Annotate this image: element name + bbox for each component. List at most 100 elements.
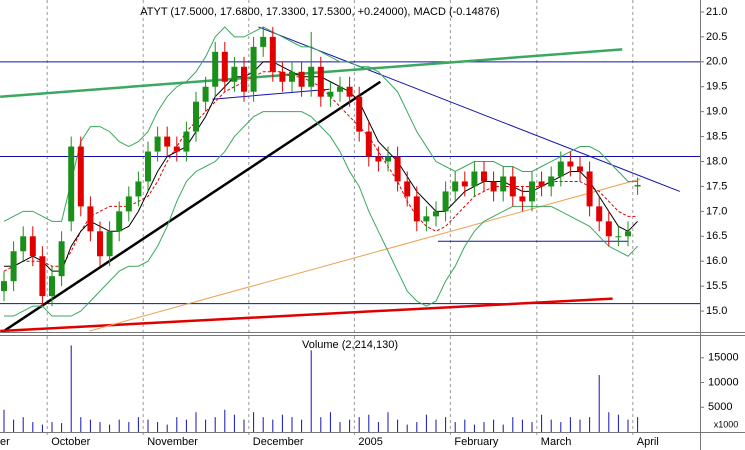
y-tick-label: 19.5 [706, 81, 727, 93]
candle-body [577, 166, 583, 172]
candle-body [433, 211, 439, 217]
candle-body [39, 256, 46, 297]
candle-body [87, 206, 94, 232]
candle-body [471, 171, 478, 187]
trend-line [0, 297, 613, 332]
indicator-line [3, 26, 638, 222]
candle-body [596, 206, 603, 222]
x-tick-label: April [637, 436, 659, 448]
candle-body [183, 131, 190, 152]
y-tick-label: 18.5 [706, 130, 727, 142]
candle-body [327, 91, 334, 97]
chart-title: ATYT (17.5000, 17.6800, 17.3300, 17.5300… [140, 6, 499, 18]
candle-body [538, 181, 545, 187]
candle-body [337, 86, 343, 92]
x-tick-label: December [253, 436, 304, 448]
trend-line [258, 26, 681, 192]
candle-body [365, 131, 372, 157]
y-tick-label: 17.5 [706, 180, 727, 192]
candle-body [77, 146, 84, 207]
candle-body [308, 66, 315, 87]
candle-body [1, 281, 7, 292]
candle-body [202, 86, 209, 102]
x-tick-label: 2005 [358, 436, 382, 448]
candle-body [29, 236, 36, 257]
trend-line [0, 80, 382, 332]
grid [46, 0, 634, 436]
candle-body [356, 96, 363, 132]
candle-body [221, 51, 228, 82]
candle-body [490, 181, 497, 192]
candle-body [289, 71, 295, 82]
x-tick-label: November [147, 436, 198, 448]
candle-body [346, 86, 353, 97]
candle-body [154, 136, 161, 152]
candle-body [164, 136, 171, 147]
candle-body [519, 196, 526, 202]
candle-body [385, 156, 391, 162]
candle-body [193, 101, 199, 132]
candle-body [279, 71, 286, 82]
price-panel [0, 26, 700, 332]
volume-panel [3, 345, 639, 432]
candle-body [557, 161, 564, 177]
candle-body [615, 236, 622, 238]
candle-body [250, 46, 257, 92]
y-tick-label: 16.5 [706, 230, 727, 242]
candle-body [49, 276, 55, 297]
candle-body [260, 36, 267, 47]
y-tick-label: 15000 [708, 352, 739, 364]
candle-body [317, 66, 324, 97]
trend-line [89, 178, 641, 332]
candle-body [10, 251, 17, 282]
candle-body [241, 66, 247, 92]
candle-body [394, 156, 401, 182]
unit-label: x1000 [714, 419, 739, 429]
candle-body [68, 146, 75, 222]
candle-body [452, 181, 459, 192]
candle-body [106, 231, 113, 257]
x-tick-label: er [0, 436, 10, 448]
candle-body [586, 171, 593, 207]
candle-body [404, 181, 411, 197]
candle-body [423, 216, 430, 222]
candle-body [116, 211, 123, 232]
candle-body [97, 231, 103, 257]
y-tick-label: 10000 [708, 376, 739, 388]
candle-body [212, 51, 219, 87]
y-tick-label: 17.0 [706, 205, 727, 217]
candle-body [413, 196, 420, 222]
candle-body [529, 181, 535, 202]
candle-body [145, 151, 151, 182]
candle-body [58, 241, 65, 277]
candle-body [509, 176, 516, 197]
candle-body [20, 236, 27, 252]
candle-body [567, 161, 574, 167]
y-tick-label: 20.0 [706, 56, 727, 68]
candle-body [461, 181, 468, 187]
y-tick-label: 5000 [708, 401, 732, 413]
y-tick-label: 21.0 [706, 6, 727, 18]
candle-body [548, 176, 555, 187]
candle-body [231, 66, 238, 82]
x-tick-label: October [51, 436, 90, 448]
y-tick-label: 15.5 [706, 280, 727, 292]
volume-title: Volume (2,214,130) [302, 339, 398, 351]
y-tick-label: 19.0 [706, 106, 727, 118]
candle-body [298, 71, 305, 87]
candle-body [375, 156, 382, 162]
candle-body [135, 181, 142, 197]
candle-body [442, 191, 449, 212]
candle-body [625, 231, 631, 237]
candle-body [605, 221, 612, 237]
candle-body [269, 36, 276, 72]
candle-body [634, 184, 641, 187]
x-tick-label: February [454, 436, 499, 448]
candle-body [481, 171, 487, 182]
candle-body [173, 146, 180, 152]
trend-line [212, 88, 330, 100]
x-tick-label: March [541, 436, 572, 448]
